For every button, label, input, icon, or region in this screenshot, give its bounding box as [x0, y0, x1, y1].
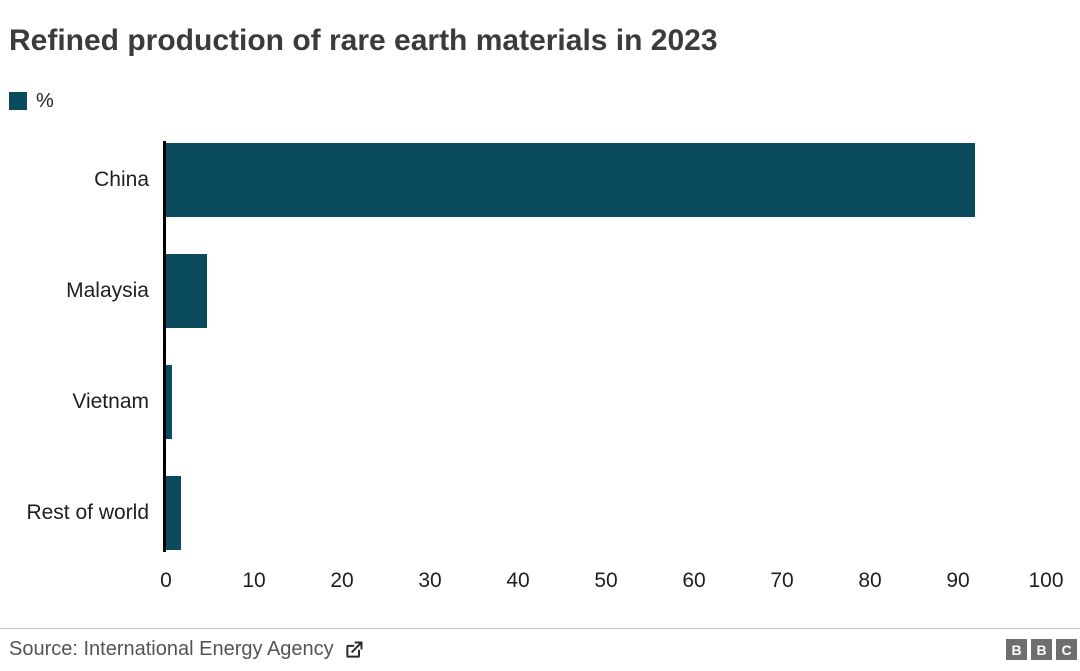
x-tick-label: 100	[1028, 569, 1064, 592]
bar-vietnam	[163, 365, 172, 439]
bar-chart: China Malaysia Vietnam Rest of world 0 10 20 3…	[8, 141, 1064, 599]
x-tick-label: 70	[770, 569, 794, 592]
bar-rest-of-world	[163, 476, 181, 550]
x-tick-label: 0	[160, 569, 172, 592]
chart-row: Malaysia	[8, 254, 1046, 328]
bar-track	[163, 254, 1046, 328]
chart-row: China	[8, 143, 1046, 217]
bar-malaysia	[163, 254, 208, 328]
chart-row: Vietnam	[8, 365, 1046, 439]
bar-track	[163, 476, 1046, 550]
chart-rows: China Malaysia Vietnam Rest of world	[8, 141, 1046, 550]
x-axis-ticks: 0 10 20 30 40 50 60 70 80 90 100	[160, 569, 1063, 599]
category-label: Rest of world	[26, 501, 149, 524]
legend-swatch-icon	[9, 92, 27, 110]
bbc-logo-box: B	[1031, 639, 1052, 660]
x-tick-label: 30	[418, 569, 442, 592]
x-tick-label: 60	[682, 569, 706, 592]
chart-title: Refined production of rare earth materia…	[9, 24, 718, 57]
x-tick-label: 40	[506, 569, 530, 592]
legend: %	[9, 89, 1080, 112]
category-label: Malaysia	[66, 279, 149, 302]
x-tick-label: 80	[858, 569, 882, 592]
source-text: Source: International Energy Agency	[9, 638, 334, 660]
bar-china	[163, 143, 976, 217]
legend-label: %	[36, 89, 54, 112]
bar-track	[163, 365, 1046, 439]
bbc-logo-box: C	[1056, 639, 1077, 660]
chart-row: Rest of world	[8, 476, 1046, 550]
x-tick-label: 20	[330, 569, 354, 592]
external-link-icon[interactable]	[344, 640, 364, 660]
x-tick-label: 10	[242, 569, 266, 592]
bbc-logo-box: B	[1006, 639, 1027, 660]
bar-track	[163, 143, 1046, 217]
x-tick-label: 90	[946, 569, 970, 592]
y-axis-line	[163, 141, 166, 552]
category-label: China	[94, 168, 149, 191]
category-label: Vietnam	[72, 390, 149, 413]
source-link[interactable]: Source: International Energy Agency	[9, 638, 364, 661]
x-tick-label: 50	[594, 569, 618, 592]
